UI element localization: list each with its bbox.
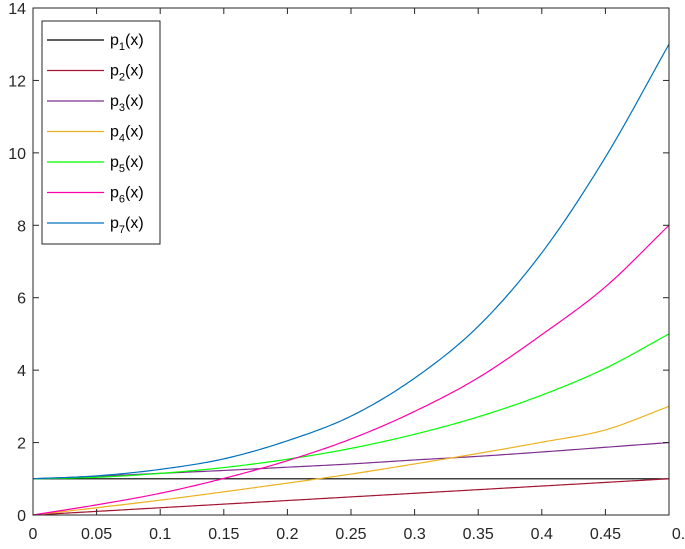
- series-line-p2: [32, 478, 670, 516]
- series-line-p5: [32, 333, 670, 480]
- legend-label-p7: p7(x): [110, 215, 144, 236]
- y-tick-label: 8: [17, 218, 26, 235]
- series-line-p7: [32, 43, 670, 480]
- x-tick-label: 0.05: [81, 526, 112, 543]
- series-layer: [32, 43, 670, 516]
- series-line-p4: [32, 405, 670, 516]
- y-tick-label: 0: [17, 508, 26, 525]
- legend-label-p4: p4(x): [110, 124, 144, 145]
- legend-label-p6: p6(x): [110, 185, 144, 206]
- x-tick-label: 0.2: [276, 526, 298, 543]
- x-tick-label: 0.1: [149, 526, 171, 543]
- y-tick-label: 12: [8, 73, 26, 90]
- y-tick-label: 14: [8, 1, 26, 18]
- x-tick-label: 0.15: [208, 526, 239, 543]
- x-tick-label: 0.5: [672, 526, 685, 543]
- legend-label-p2: p2(x): [110, 63, 144, 84]
- x-tick-label: 0.35: [463, 526, 494, 543]
- x-tick-label: 0.4: [531, 526, 553, 543]
- series-line-p6: [32, 224, 670, 516]
- x-tick-label: 0.25: [335, 526, 366, 543]
- x-tick-label: 0: [29, 526, 38, 543]
- axis-layer: 0 0.05 0.1 0.15 0.2 0.25 0.3 0.35 0.4 0.45 0.5 0 2 4 6…: [8, 1, 685, 543]
- legend-label-p5: p5(x): [110, 154, 144, 175]
- legend-label-p1: p1(x): [110, 32, 144, 53]
- x-tick-label: 0.45: [590, 526, 621, 543]
- y-tick-label: 6: [17, 291, 26, 308]
- y-tick-label: 4: [17, 363, 26, 380]
- legend-label-p3: p3(x): [110, 93, 144, 114]
- legend: p1(x) p2(x) p3(x) p4(x) p5(x) p6(x) p7(x): [41, 20, 161, 245]
- legend-box: [41, 20, 161, 245]
- x-tick-label: 0.3: [403, 526, 425, 543]
- y-tick-label: 10: [8, 146, 26, 163]
- y-tick-label: 2: [17, 436, 26, 453]
